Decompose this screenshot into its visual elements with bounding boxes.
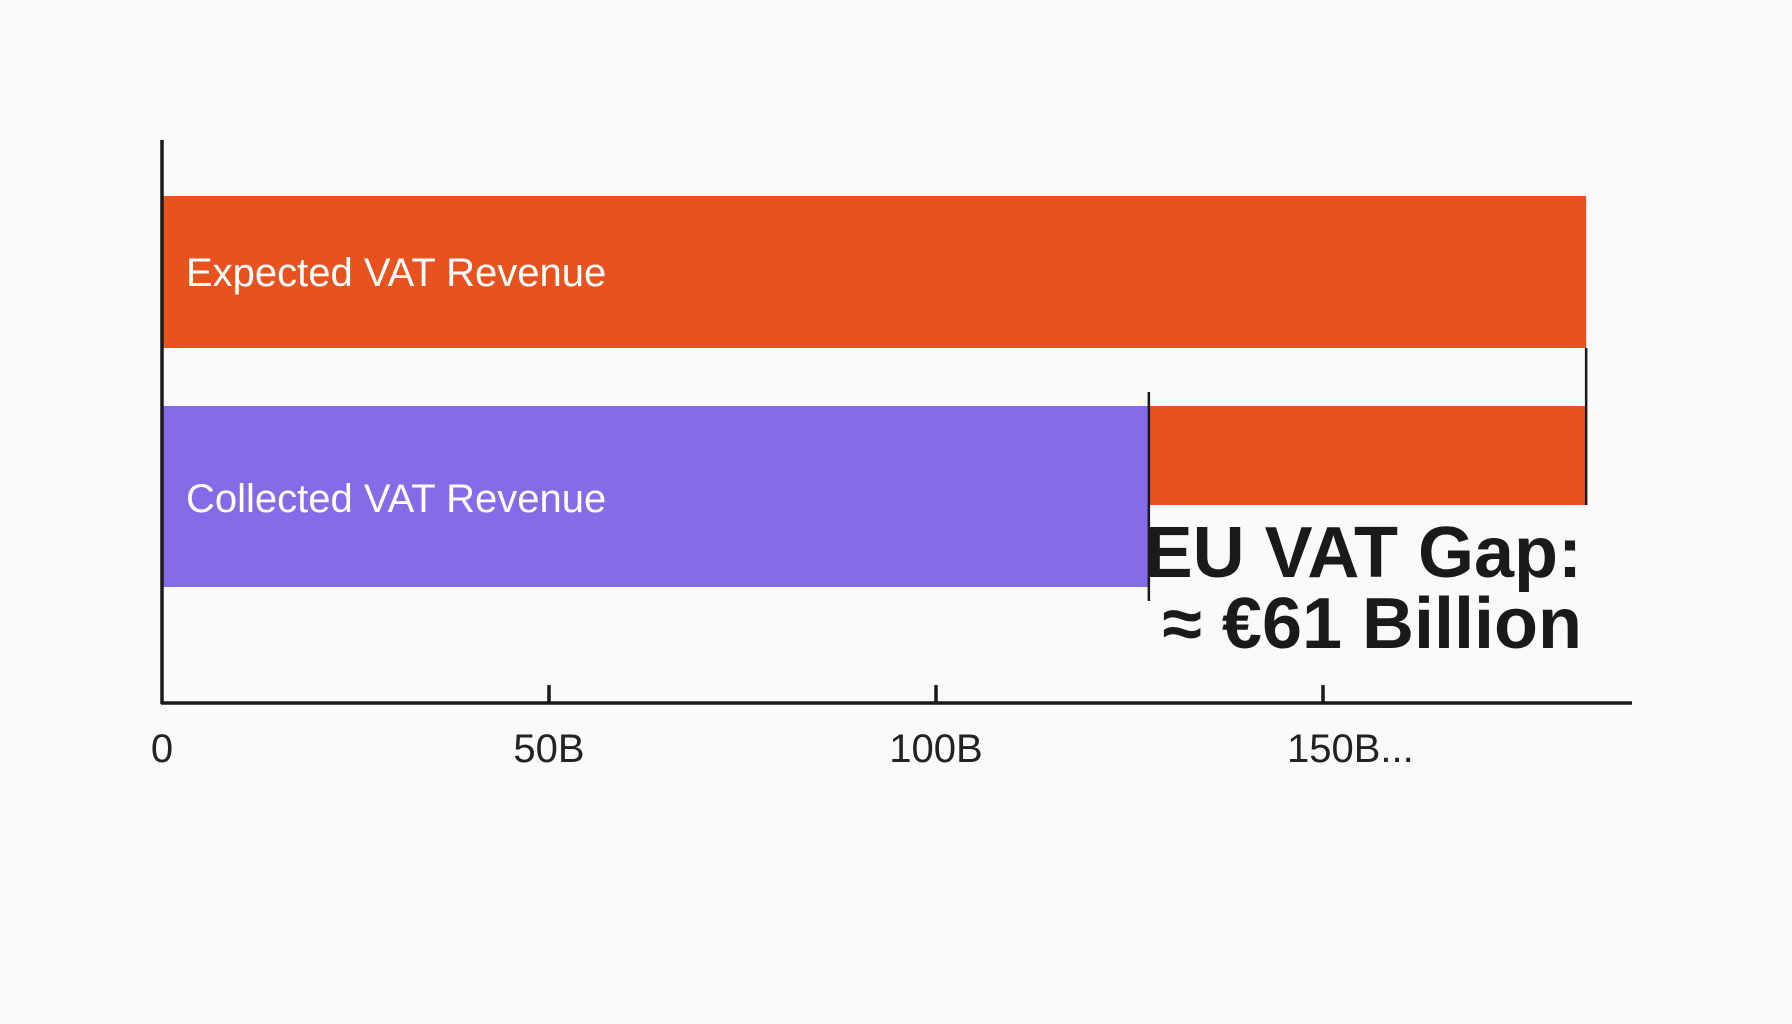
gap-annotation-line1: EU VAT Gap: — [1145, 513, 1582, 593]
x-tick-label-0: 0 — [151, 727, 173, 771]
bar-collected-vat-revenue — [162, 406, 1149, 587]
bar-label-expected: Expected VAT Revenue — [186, 251, 606, 295]
axis-layer — [160, 140, 1632, 705]
bar-labels: Expected VAT Revenue Collected VAT Revenu… — [186, 251, 606, 521]
x-tick-label-1: 50B — [513, 727, 584, 771]
bar-label-collected: Collected VAT Revenue — [186, 477, 606, 521]
bars-layer — [162, 196, 1588, 601]
x-tick-label-3: 150B... — [1287, 727, 1414, 771]
x-ticks: 0 50B 100B 150B... — [151, 685, 1414, 771]
bar-vat-gap-segment — [1148, 406, 1587, 505]
bar-expected-vat-revenue — [162, 196, 1587, 348]
x-tick-label-2: 100B — [889, 727, 982, 771]
gap-annotation: EU VAT Gap: ≈ €61 Billion — [1145, 513, 1582, 664]
gap-annotation-line2: ≈ €61 Billion — [1162, 584, 1582, 664]
